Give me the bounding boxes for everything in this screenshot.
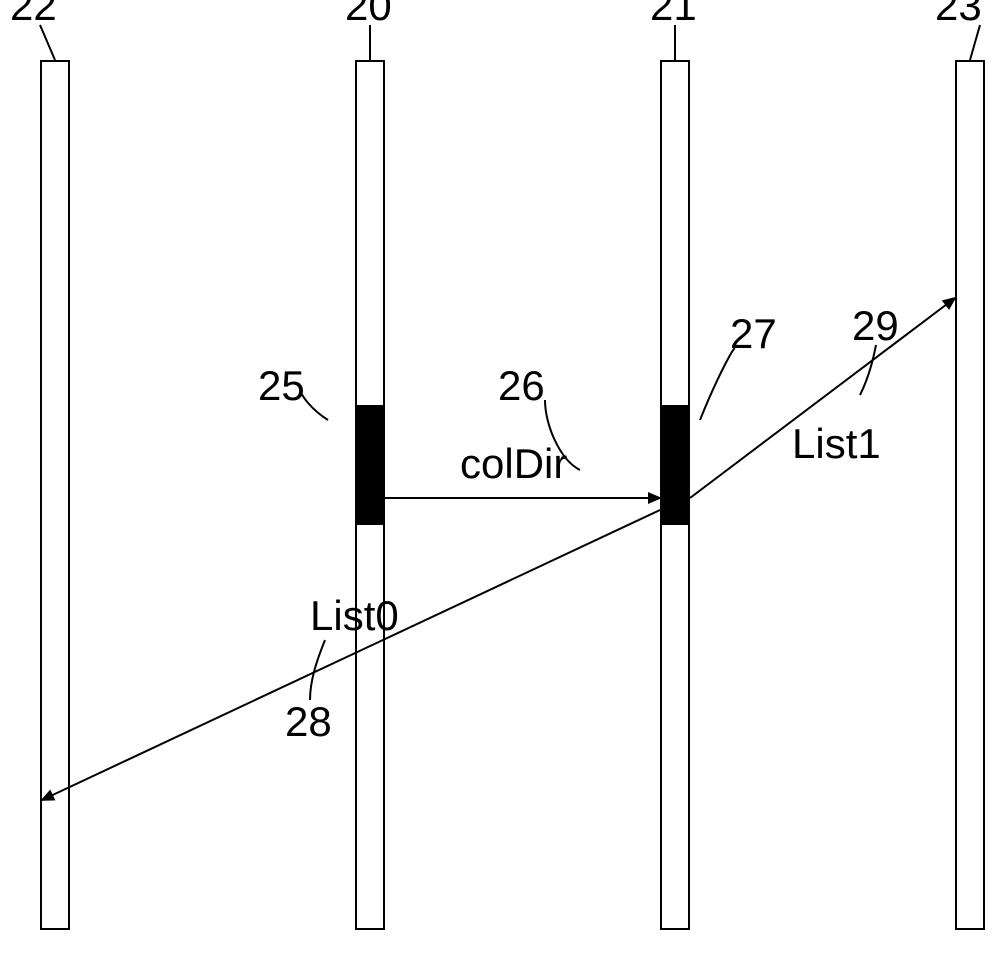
label-23: 23 — [935, 0, 982, 30]
label-list0: List0 — [310, 592, 399, 640]
label-list1: List1 — [792, 420, 881, 468]
label-22: 22 — [10, 0, 57, 30]
ref-leader-lines — [300, 345, 876, 700]
block-25 — [355, 405, 385, 525]
label-21: 21 — [650, 0, 697, 30]
diagram-stage: 22 20 21 23 25 26 27 28 29 colDir List0 … — [0, 0, 1000, 970]
label-29: 29 — [852, 302, 899, 350]
block-27 — [660, 405, 690, 525]
label-27: 27 — [730, 310, 777, 358]
label-20: 20 — [345, 0, 392, 30]
label-coldir: colDir — [460, 440, 567, 488]
bar-22 — [40, 60, 70, 930]
bar-23 — [955, 60, 985, 930]
label-26: 26 — [498, 362, 545, 410]
label-28: 28 — [285, 698, 332, 746]
arrow-list0 — [42, 510, 660, 800]
label-25: 25 — [258, 362, 305, 410]
leader-lines — [40, 25, 980, 60]
